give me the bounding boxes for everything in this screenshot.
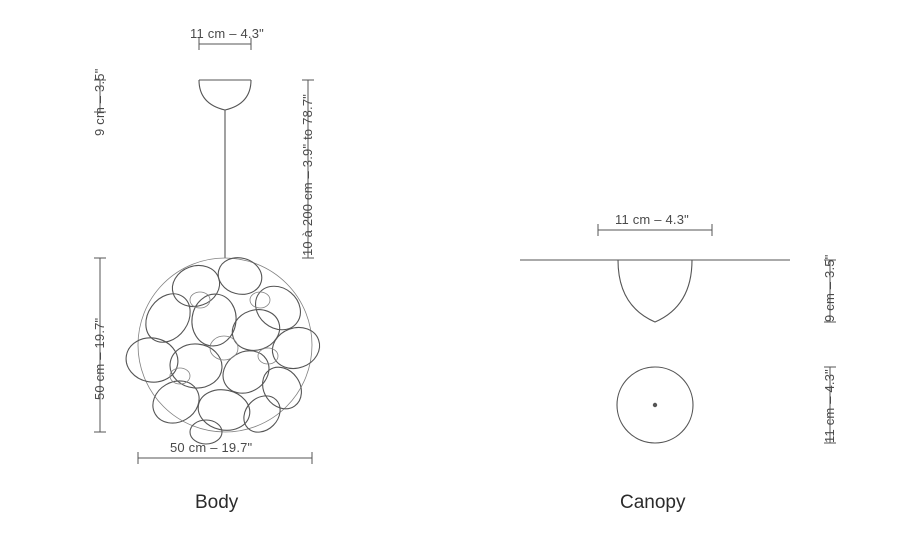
dim-body-ball-h: 50 cm – 19.7" [92, 318, 107, 400]
diagram-stage: 11 cm – 4.3" 9 cm – 3.5" 10 à 200 cm – 3… [0, 0, 900, 550]
title-canopy: Canopy [620, 492, 686, 514]
dim-body-cord-len: 10 à 200 cm – 3.9" to 78.7" [300, 94, 315, 256]
dim-canopy-plate-w: 11 cm – 4.3" [615, 212, 689, 227]
dim-body-top-width: 11 cm – 4.3" [190, 26, 264, 41]
body-drawing [0, 0, 900, 550]
title-body: Body [195, 492, 238, 514]
dim-canopy-cup-h: 9 cm – 3.5" [822, 254, 837, 322]
dim-body-ball-w: 50 cm – 19.7" [170, 440, 252, 455]
dim-body-canopy-h: 9 cm – 3.5" [92, 68, 107, 136]
pendant-ball [123, 253, 326, 444]
dim-canopy-circle: 11 cm – 4.3" [822, 369, 837, 443]
